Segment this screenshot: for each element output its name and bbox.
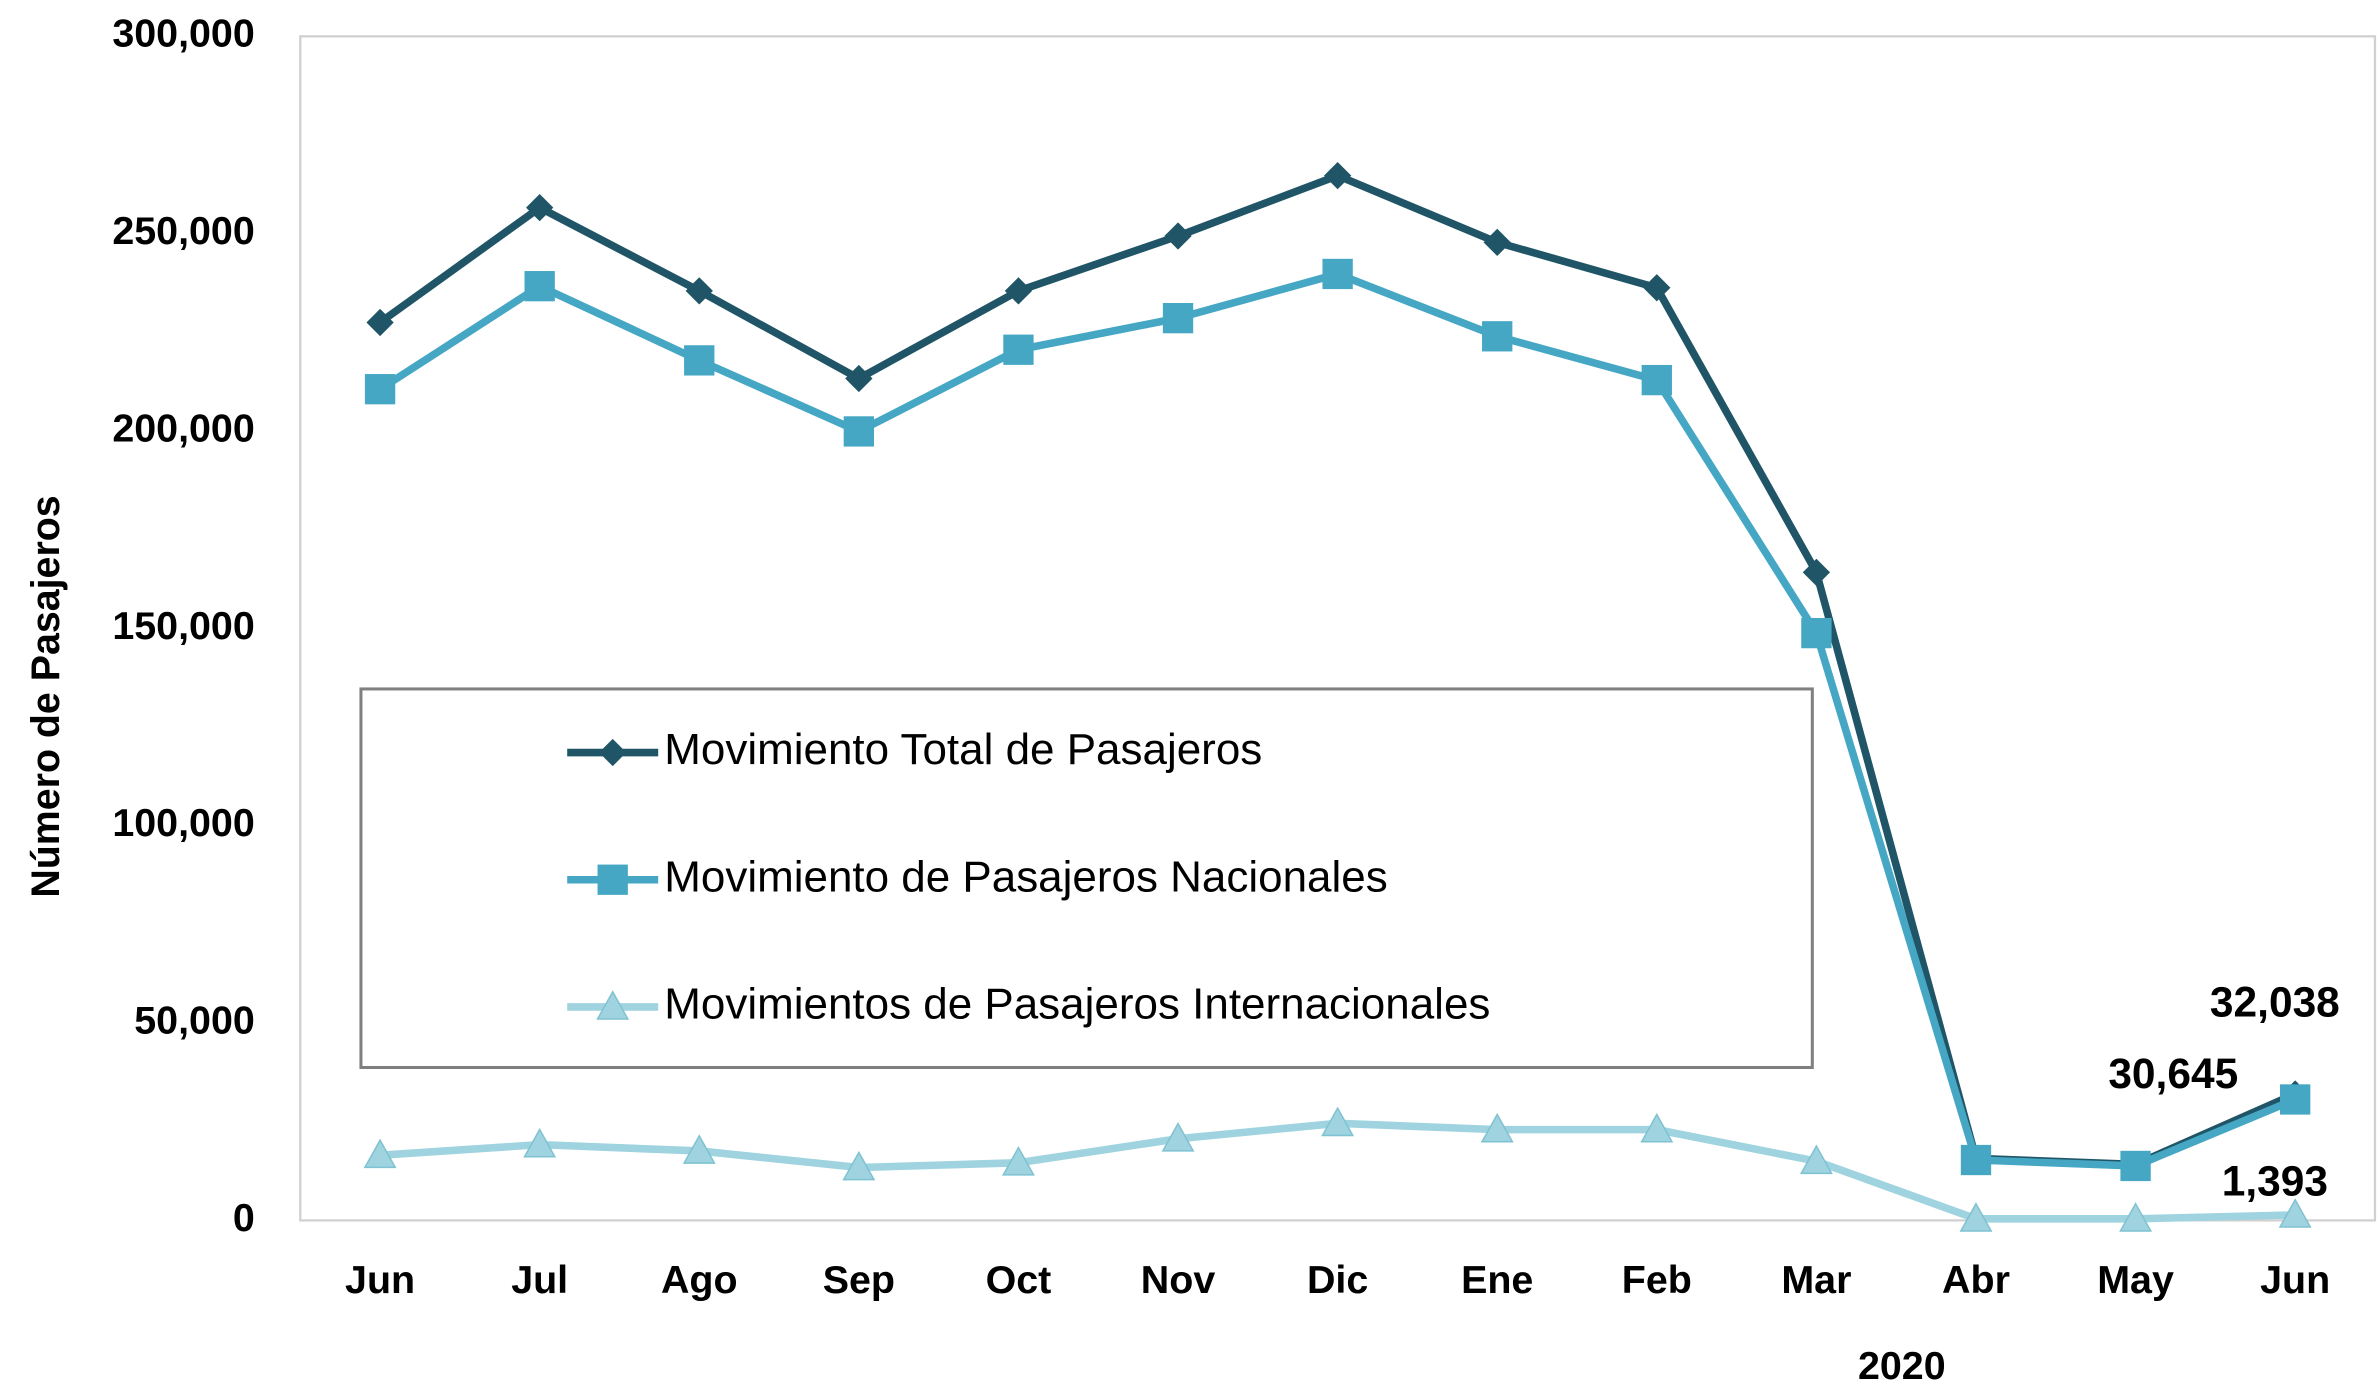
x-tick-label: Abr: [1942, 1258, 2010, 1302]
data-point: [524, 271, 555, 302]
data-point: [1480, 1112, 1514, 1143]
legend-marker: [596, 990, 630, 1020]
x-tick-label: Jun: [345, 1258, 415, 1302]
x-tick-label: Jul: [511, 1258, 568, 1302]
data-point: [523, 1127, 557, 1158]
data-label: 32,038: [2210, 979, 2340, 1026]
data-point: [2280, 1084, 2311, 1115]
data-point: [1322, 258, 1353, 290]
x-tick-label: Dic: [1307, 1258, 1368, 1302]
data-point: [1161, 1122, 1195, 1152]
legend-label: Movimiento Total de Pasajeros: [664, 725, 1262, 774]
legend-marker: [599, 738, 627, 767]
data-point: [1483, 228, 1511, 256]
data-point: [363, 1138, 397, 1169]
data-point: [1641, 364, 1672, 396]
plot-frame: [299, 35, 2377, 1222]
x-tick-label: Nov: [1141, 1258, 1216, 1302]
y-tick-label: 50,000: [134, 998, 255, 1042]
data-point: [684, 345, 715, 376]
legend-label: Movimiento de Pasajeros Nacionales: [664, 852, 1387, 901]
data-point: [1001, 1146, 1035, 1176]
x-tick-label: Sep: [823, 1258, 895, 1302]
data-point: [682, 1134, 716, 1164]
data-point: [1960, 1144, 1992, 1176]
y-axis-title: Número de Pasajeros: [24, 495, 68, 897]
data-point: [1164, 222, 1192, 250]
data-point: [845, 364, 873, 393]
y-tick-label: 250,000: [112, 209, 254, 253]
data-label: 30,645: [2108, 1050, 2238, 1097]
legend-marker: [597, 864, 628, 895]
data-point: [1640, 1112, 1674, 1143]
y-tick-label: 300,000: [112, 12, 254, 56]
data-point: [1323, 162, 1352, 190]
data-point: [1959, 1202, 1993, 1232]
data-point: [1321, 1106, 1355, 1137]
x-tick-label: Oct: [986, 1258, 1052, 1302]
data-point: [1801, 617, 1832, 649]
y-tick-label: 100,000: [112, 801, 254, 845]
data-point: [2120, 1150, 2151, 1182]
x-group-label: 2020: [1858, 1344, 1946, 1388]
data-point: [364, 374, 396, 405]
data-point: [2119, 1202, 2153, 1232]
data-point: [1482, 321, 1513, 352]
data-point: [2278, 1198, 2312, 1228]
x-tick-label: May: [2097, 1258, 2174, 1302]
legend-label: Movimientos de Pasajeros Internacionales: [664, 980, 1490, 1029]
data-point: [1799, 1144, 1833, 1175]
series-line: [379, 1119, 2296, 1223]
x-tick-label: Feb: [1622, 1258, 1692, 1302]
x-tick-label: Jun: [2260, 1258, 2330, 1302]
data-point: [843, 416, 875, 447]
data-point: [1162, 303, 1194, 334]
x-tick-label: Ago: [661, 1258, 738, 1302]
x-tick-label: Ene: [1461, 1258, 1533, 1302]
data-label: 1,393: [2222, 1157, 2328, 1204]
y-tick-label: 150,000: [112, 604, 254, 648]
data-point: [842, 1150, 876, 1181]
y-tick-label: 200,000: [112, 406, 254, 450]
data-point: [1003, 334, 1034, 365]
y-tick-label: 0: [233, 1196, 255, 1240]
x-tick-label: Mar: [1781, 1258, 1851, 1302]
